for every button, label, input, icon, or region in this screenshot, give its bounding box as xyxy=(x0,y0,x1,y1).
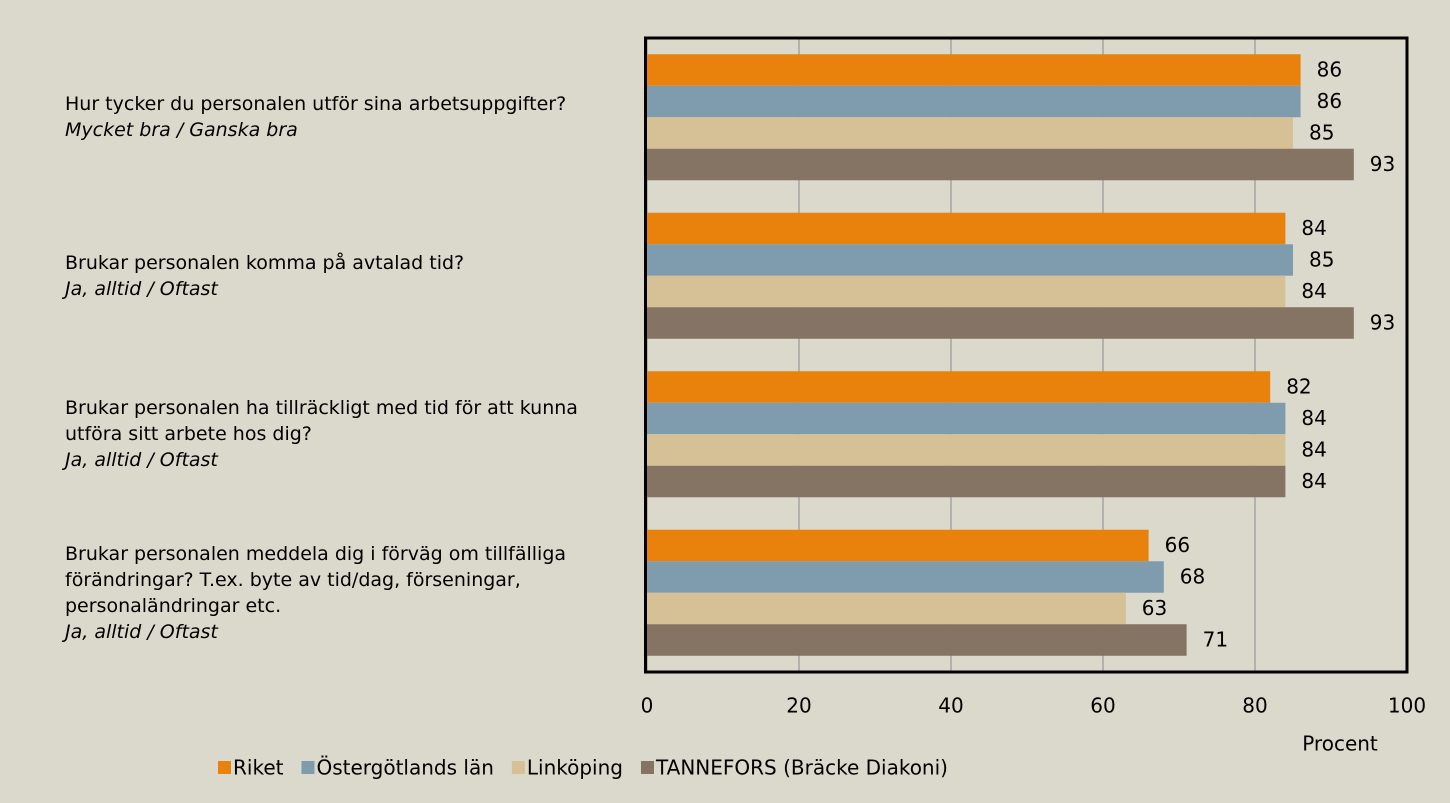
value-label: 71 xyxy=(1203,628,1228,652)
value-label: 93 xyxy=(1370,311,1395,335)
bar xyxy=(647,529,1149,562)
bar xyxy=(647,117,1293,149)
x-tick-label: 80 xyxy=(1242,694,1267,718)
value-label: 82 xyxy=(1286,375,1311,399)
bar xyxy=(647,592,1126,625)
legend-label: Linköping xyxy=(527,756,623,780)
value-label: 86 xyxy=(1317,58,1342,82)
category-question: Hur tycker du personalen utför sina arbe… xyxy=(65,93,567,116)
value-label: 93 xyxy=(1370,152,1395,176)
category-question: Brukar personalen komma på avtalad tid? xyxy=(65,251,465,274)
bar xyxy=(647,624,1187,656)
legend-label: Riket xyxy=(233,756,284,780)
value-label: 63 xyxy=(1142,596,1167,620)
legend-swatch xyxy=(301,761,315,774)
bar xyxy=(647,434,1286,466)
bar xyxy=(647,148,1354,181)
legend-label: TANNEFORS (Bräcke Diakoni) xyxy=(655,756,948,780)
bar xyxy=(647,85,1301,118)
plot-border xyxy=(644,36,1409,674)
category-question: Brukar personalen ha tillräckligt med ti… xyxy=(65,397,578,446)
category-label: Hur tycker du personalen utför sina arbe… xyxy=(65,38,610,197)
value-label: 68 xyxy=(1180,565,1205,589)
category-question: Brukar personalen meddela dig i förväg o… xyxy=(65,542,567,617)
category-answer: Ja, alltid / Oftast xyxy=(65,620,218,643)
legend-swatch xyxy=(218,761,231,774)
x-tick-label: 60 xyxy=(1090,694,1115,718)
category-answer: Mycket bra / Ganska bra xyxy=(65,119,298,142)
bar xyxy=(647,54,1301,86)
bar xyxy=(647,244,1293,276)
bar xyxy=(647,275,1286,308)
value-label: 86 xyxy=(1317,89,1342,113)
category-answer: Ja, alltid / Oftast xyxy=(65,277,218,300)
bar xyxy=(647,561,1164,593)
value-label: 85 xyxy=(1309,121,1334,145)
bar xyxy=(647,465,1286,498)
value-label: 84 xyxy=(1301,216,1326,240)
category-answer: Ja, alltid / Oftast xyxy=(65,449,218,472)
bar xyxy=(647,212,1286,245)
x-tick-label: 40 xyxy=(938,694,963,718)
value-label: 84 xyxy=(1301,279,1326,303)
value-label: 66 xyxy=(1165,533,1190,557)
value-label: 84 xyxy=(1301,406,1326,430)
legend-swatch xyxy=(640,761,654,774)
legend-label: Östergötlands län xyxy=(316,756,493,780)
bar xyxy=(647,371,1271,403)
value-label: 84 xyxy=(1301,438,1326,462)
x-axis-label: Procent xyxy=(1302,732,1378,756)
x-tick-label: 100 xyxy=(1388,694,1426,718)
category-label: Brukar personalen meddela dig i förväg o… xyxy=(65,514,610,673)
legend-swatch xyxy=(511,761,525,774)
category-label: Brukar personalen ha tillräckligt med ti… xyxy=(65,355,610,514)
x-tick-label: 0 xyxy=(641,694,654,718)
value-label: 85 xyxy=(1309,248,1334,272)
bar xyxy=(647,402,1286,435)
category-label: Brukar personalen komma på avtalad tid? J… xyxy=(65,197,610,356)
value-label: 84 xyxy=(1301,469,1326,493)
bar xyxy=(647,307,1354,339)
x-tick-label: 20 xyxy=(786,694,811,718)
